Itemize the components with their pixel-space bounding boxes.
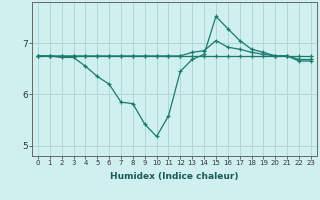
X-axis label: Humidex (Indice chaleur): Humidex (Indice chaleur) xyxy=(110,172,239,181)
